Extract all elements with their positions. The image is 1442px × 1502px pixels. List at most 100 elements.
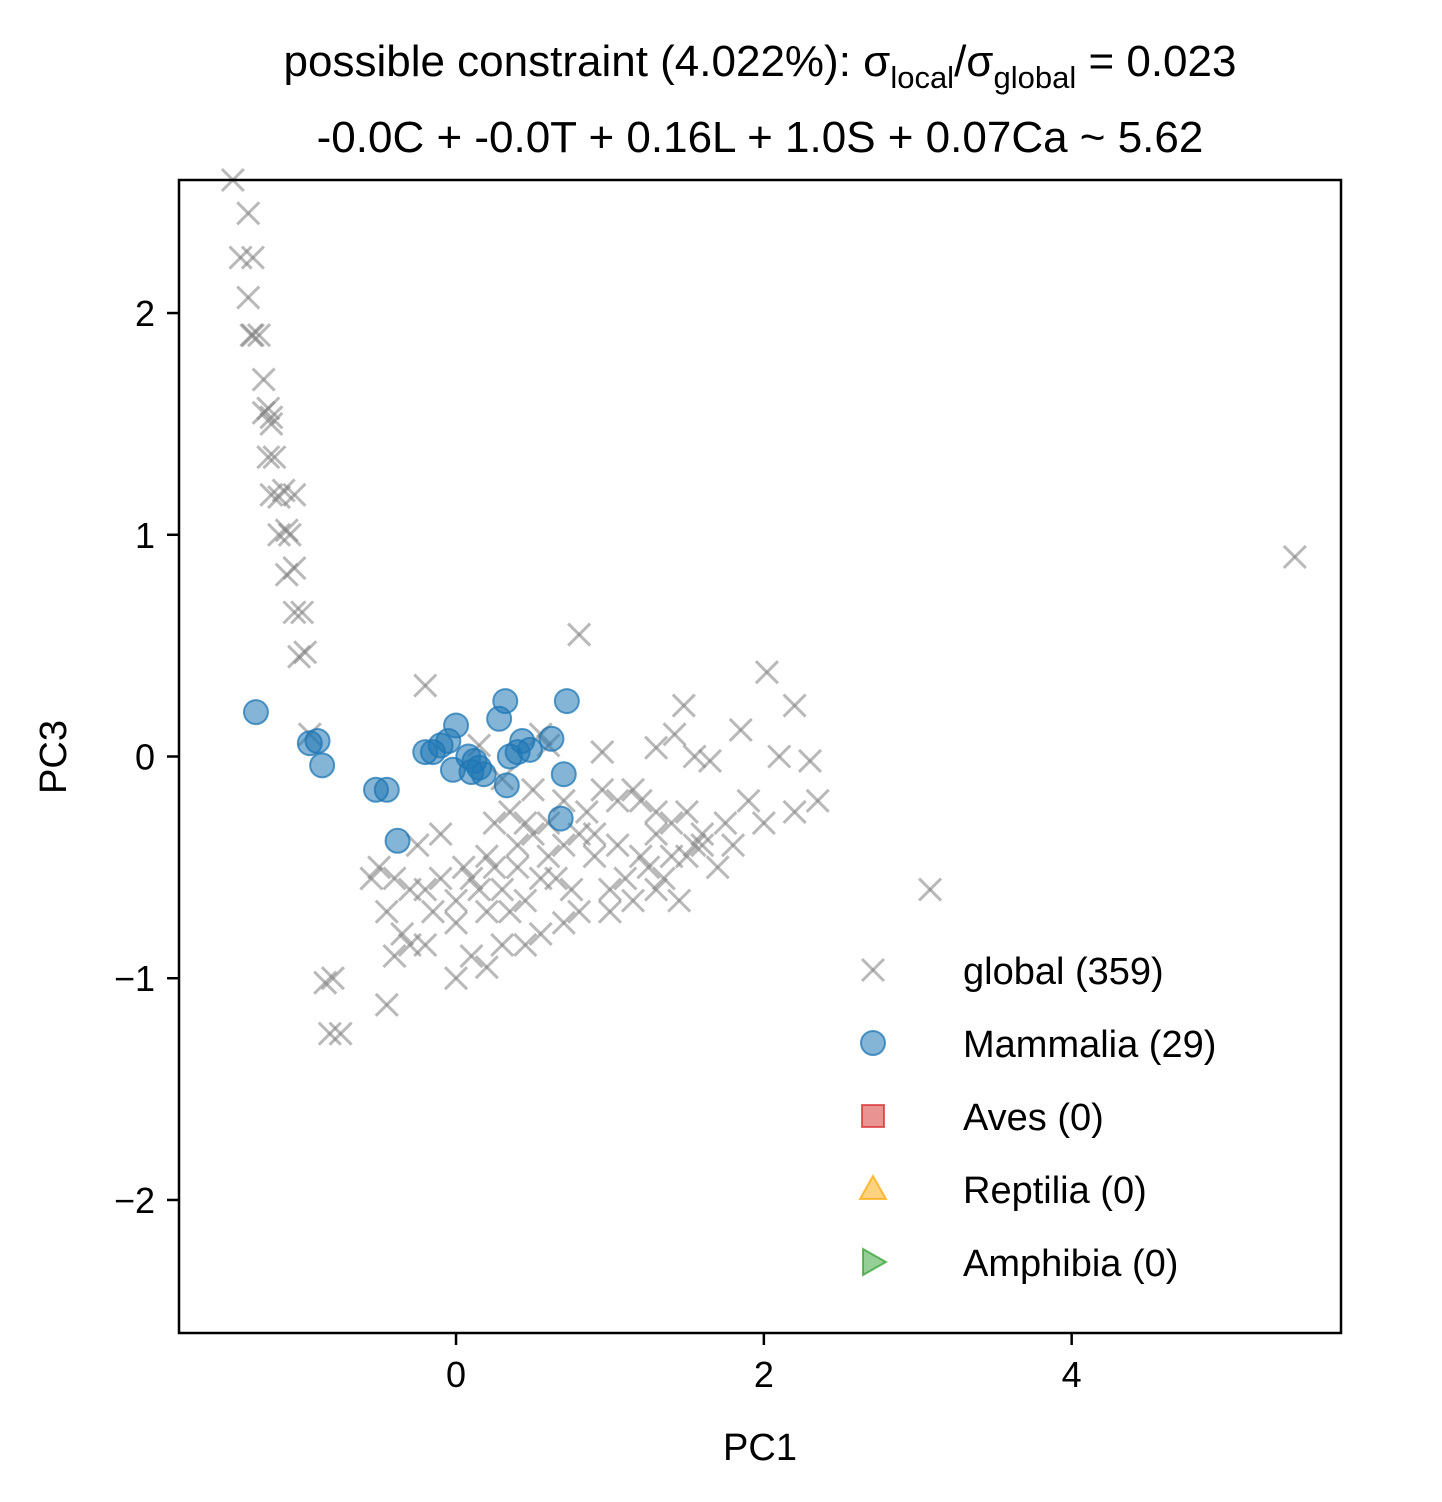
mammalia-point <box>309 752 336 779</box>
global-point <box>644 822 669 847</box>
mammalia-point <box>443 712 470 739</box>
global-point <box>590 740 615 765</box>
plot-frame <box>177 178 1343 1335</box>
global-point <box>282 555 307 581</box>
mammalia-point <box>242 699 269 726</box>
global-point <box>282 600 307 625</box>
global-point <box>805 788 830 813</box>
global-point <box>320 966 345 991</box>
global-point <box>697 748 723 773</box>
global-point <box>490 932 515 958</box>
global-point <box>266 522 292 547</box>
global-point <box>559 877 584 902</box>
global-point <box>451 855 476 880</box>
global-point <box>240 245 265 270</box>
global-point <box>474 955 499 980</box>
global-point <box>413 673 438 698</box>
mammalia-series <box>242 688 580 854</box>
global-point <box>551 833 576 858</box>
global-point <box>690 833 715 858</box>
legend-label: Aves (0) <box>963 1097 1104 1139</box>
global-point <box>251 367 276 392</box>
global-point <box>505 833 530 858</box>
global-point <box>459 943 484 969</box>
global-point <box>605 833 630 858</box>
global-point <box>256 445 281 470</box>
global-series <box>220 167 1307 1046</box>
global-point <box>467 877 492 902</box>
mammalia-point <box>493 772 520 799</box>
global-point <box>528 921 553 946</box>
global-point <box>574 799 599 824</box>
global-point <box>443 910 469 935</box>
mammalia-point <box>470 761 497 788</box>
global-point <box>620 777 646 802</box>
global-point <box>582 822 607 847</box>
global-point <box>644 735 669 760</box>
global-point <box>597 877 623 902</box>
global-point <box>721 833 746 858</box>
global-point <box>918 877 943 902</box>
global-point <box>644 877 669 902</box>
mammalia-point <box>550 761 577 788</box>
global-point <box>713 810 738 836</box>
legend-marker <box>860 1030 886 1056</box>
global-point <box>651 866 676 891</box>
global-point <box>667 888 692 913</box>
global-point <box>613 866 638 891</box>
global-point <box>420 899 446 924</box>
global-point <box>246 323 272 348</box>
global-point <box>567 622 592 647</box>
global-point <box>767 744 792 769</box>
y-tick-label: −1 <box>114 958 155 999</box>
global-point <box>413 932 438 958</box>
global-point <box>536 844 561 869</box>
global-point <box>482 855 507 880</box>
global-point <box>497 799 522 824</box>
global-point <box>317 1021 342 1046</box>
global-point <box>671 693 696 718</box>
global-point <box>262 445 287 470</box>
y-tick-label: 0 <box>135 737 155 778</box>
global-point <box>628 788 653 813</box>
y-axis-label: PC3 <box>33 720 75 794</box>
plot-area <box>220 167 1307 1046</box>
legend-label: Amphibia (0) <box>963 1243 1178 1285</box>
global-point <box>443 888 469 913</box>
global-point <box>328 1021 353 1046</box>
global-point <box>551 910 576 935</box>
global-point <box>567 899 592 924</box>
global-point <box>590 777 615 802</box>
global-point <box>443 966 469 991</box>
x-tick-label: 0 <box>446 1354 466 1395</box>
legend-label: Mammalia (29) <box>963 1024 1216 1066</box>
mammalia-point <box>553 688 580 715</box>
global-point <box>277 522 302 547</box>
global-point <box>659 810 684 836</box>
global-point <box>313 970 338 995</box>
global-point <box>282 482 307 507</box>
global-point <box>228 245 253 270</box>
global-point <box>293 640 318 665</box>
global-point <box>505 855 530 880</box>
mammalia-point <box>516 736 543 763</box>
global-point <box>374 899 399 924</box>
global-point <box>728 717 753 742</box>
x-tick-label: 4 <box>1062 1354 1082 1395</box>
global-point <box>474 899 499 924</box>
global-point <box>290 600 315 625</box>
global-point <box>390 921 415 946</box>
legend: global (359) Mammalia (29) Aves (0) Reptili… <box>858 951 1216 1285</box>
global-point <box>597 899 623 924</box>
global-point <box>662 722 687 747</box>
global-point <box>674 844 699 869</box>
x-axis-label: PC1 <box>723 1427 797 1469</box>
global-point <box>256 396 281 421</box>
global-point <box>682 833 707 858</box>
global-point <box>490 877 515 902</box>
global-point <box>428 866 453 891</box>
global-point <box>513 932 538 958</box>
global-point <box>682 744 707 769</box>
global-point <box>259 405 284 430</box>
